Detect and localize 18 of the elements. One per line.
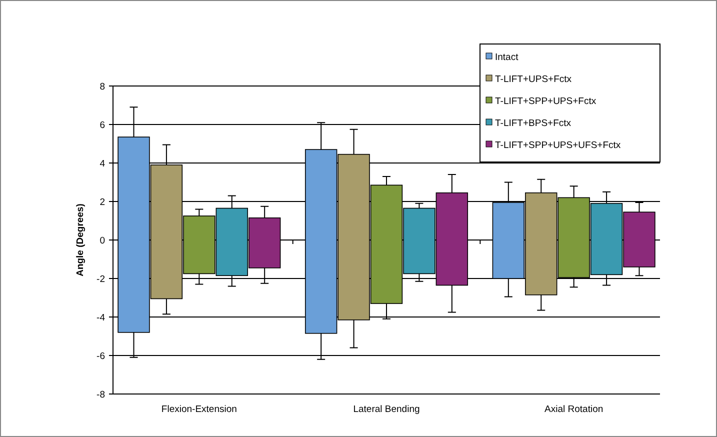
y-tick-label: 4 (100, 158, 105, 170)
y-tick-label: -2 (96, 274, 105, 285)
legend-label: T-LIFT+SPP+UPS+Fctx (495, 96, 596, 107)
y-tick-label: -6 (96, 350, 105, 362)
y-tick-label: 2 (100, 196, 105, 208)
legend-label: T-LIFT+UPS+Fctx (495, 74, 572, 85)
legend-label: T-LIFT+BPS+Fctx (495, 118, 572, 129)
y-tick-label: -8 (96, 389, 105, 400)
x-tick-label: Axial Rotation (544, 404, 604, 415)
y-tick-label: 6 (100, 120, 105, 131)
y-tick-label: -4 (96, 312, 105, 324)
x-tick-label: Flexion-Extension (161, 404, 237, 415)
y-tick-label: 0 (100, 235, 105, 246)
legend-label: T-LIFT+SPP+UPS+UFS+Fctx (495, 140, 621, 151)
y-tick-label: 8 (100, 81, 105, 92)
y-axis-title: Angle (Degrees) (75, 204, 86, 276)
legend-label: Intact (495, 52, 519, 63)
x-tick-label: Lateral Bending (353, 404, 420, 415)
